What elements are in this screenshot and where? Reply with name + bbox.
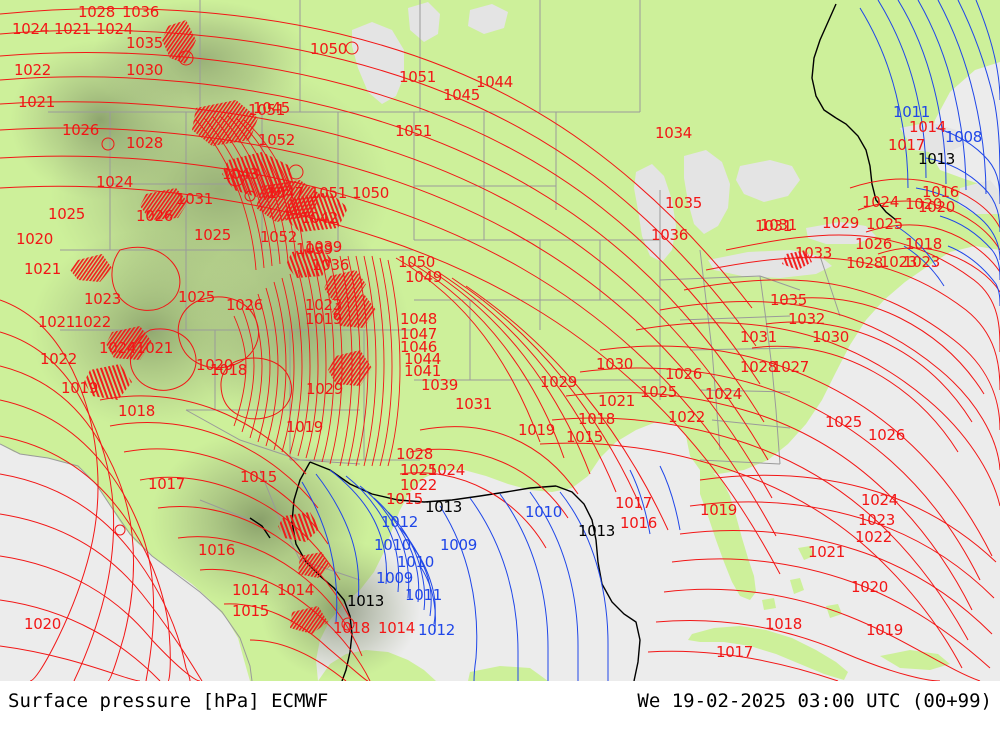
map-footer: Surface pressure [hPa] ECMWF We 19-02-20… bbox=[0, 681, 1000, 733]
surface-pressure-map[interactable]: 1024 1021 1024 1028 1036 1035 1030 1022 1021 1026… bbox=[0, 0, 1000, 681]
footer-datetime: We 19-02-2025 03:00 UTC (00+99) bbox=[637, 690, 992, 712]
political-borders-layer bbox=[0, 0, 841, 681]
isobar-low-layer bbox=[301, 0, 1000, 681]
dense-gradient-zone bbox=[70, 20, 812, 634]
footer-title: Surface pressure [hPa] ECMWF bbox=[8, 690, 329, 712]
lakes-layer bbox=[352, 2, 1000, 278]
isobar-high-layer bbox=[0, 7, 1000, 681]
map-canvas bbox=[0, 0, 1000, 681]
